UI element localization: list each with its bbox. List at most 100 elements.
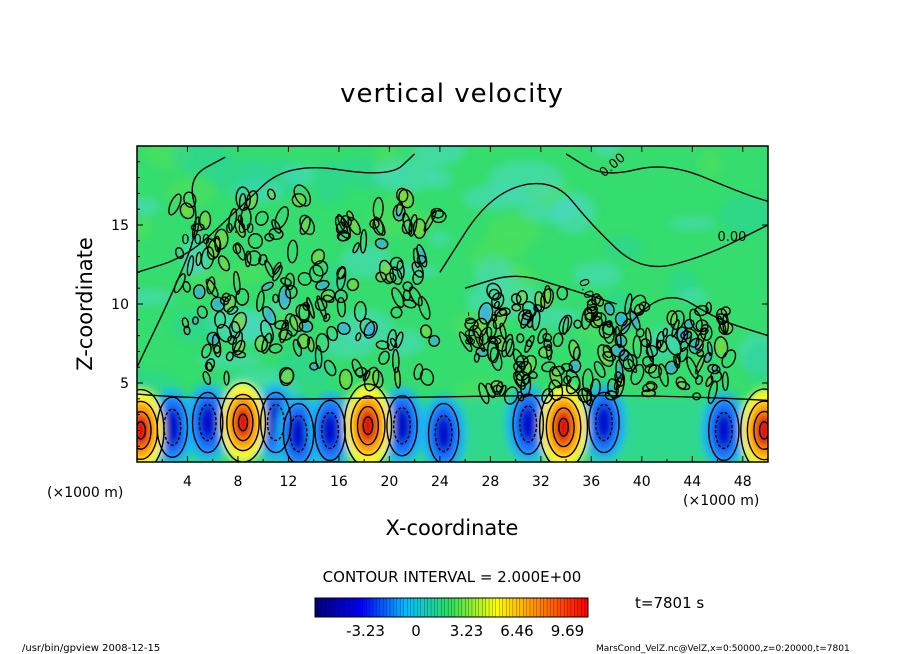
turbulence-contour [402,212,413,236]
turbulence-contour [512,348,526,370]
turbulence-cell [395,369,400,386]
turbulence-contour [423,209,437,232]
turbulence-contour [558,314,573,335]
turbulence-contour [486,319,497,340]
turbulence-contour [378,259,395,285]
turbulence-contour [200,246,215,270]
turbulence-contour [352,242,360,254]
turbulence-contour [584,306,599,321]
zero-contour [439,182,768,273]
colorbar-cell [342,597,347,618]
downdraft-contour [259,391,292,454]
turbulence-contour [271,219,282,234]
turbulence-contour [458,331,473,353]
turbulence-cell [712,365,717,371]
turbulence-cell [616,313,627,325]
turbulence-contour [206,331,220,346]
turbulence-contour [268,343,283,354]
turbulence-contour [297,272,312,286]
colorbar-cell [509,597,514,618]
turbulence-contour [246,250,262,266]
background-patch [485,213,542,249]
downdraft-contour-inner [392,406,412,445]
colorbar-cell [461,597,466,618]
colorbar-cell [345,597,350,618]
colorbar-cell [441,597,446,618]
turbulence-contour [278,285,292,310]
colorbar-cell [465,597,469,618]
colorbar-cell [352,597,357,618]
turbulence-contour [721,349,737,369]
updraft-contour [740,388,768,462]
colorbar-cell [454,597,459,618]
turbulence-contour [520,309,532,329]
turbulence-contour [416,244,428,268]
turbulence-contour [665,334,682,356]
turbulence-contour [713,336,729,359]
turbulence-contour [675,353,681,366]
turbulence-contour [528,370,538,380]
turbulence-contour [228,320,241,340]
colorbar-cell [437,597,442,618]
turbulence-contour [689,308,703,332]
colorbar-cell [495,597,500,618]
colorbar-frame [314,597,589,618]
turbulence-contour [488,288,500,300]
turbulence-contour [232,270,241,295]
x-tick-label: 44 [683,474,701,490]
x-axis-label: X-coordinate [386,516,519,540]
turbulence-contour [394,366,401,389]
turbulence-contour [337,213,349,235]
turbulence-contour [247,233,264,249]
turbulence-contour [516,333,525,344]
turbulence-contour [705,375,714,387]
colorbar-cell [331,597,336,618]
turbulence-contour [492,308,508,330]
turbulence-contour [191,316,200,325]
colorbar-cell [553,597,558,618]
turbulence-contour [261,332,273,354]
turbulence-contour [486,337,499,363]
turbulence-cell [517,292,527,304]
turbulence-contour [395,187,409,203]
turbulence-contour [670,310,685,331]
turbulence-contour [510,293,522,305]
updraft-contour [137,388,165,462]
turbulence-contour [478,302,494,325]
colorbar-cell [533,597,538,618]
background-patch [678,288,709,304]
turbulence-contour [326,325,339,342]
turbulence-cell [265,307,274,324]
turbulence-contour [499,322,507,340]
turbulence-contour [543,285,552,304]
turbulence-contour [721,371,729,391]
turbulence-contour [291,193,307,208]
downdraft-core [435,415,452,452]
downdraft-core [393,407,411,444]
turbulence-contour [603,302,615,316]
turbulence-contour [260,319,274,344]
turbulence-cell [194,286,204,298]
downdraft-contour [386,394,418,457]
turbulence-contour [227,335,238,345]
colorbar-cell [338,597,343,618]
turbulence-contour [264,259,275,278]
turbulence-contour [245,190,259,211]
plot-area: 0.000.000.000.00-0.000.00 4 8 12 16 20 24 28 32… [111,145,769,490]
turbulence-contour [174,247,185,260]
downdraft-contour [191,391,224,454]
colorbar-cell [567,597,572,618]
turbulence-contour [565,375,581,395]
turbulence-cell [340,371,351,388]
turbulence-contour [314,345,323,369]
turbulence-contour [515,290,528,306]
y-tick-label: 5 [120,376,129,392]
turbulence-contour [620,318,632,335]
turbulence-contour [492,384,503,395]
turbulence-contour [183,325,191,336]
turbulence-contour [676,326,689,343]
turbulence-contour [206,361,213,372]
colorbar-cell [325,597,330,618]
turbulence-contour [284,313,299,337]
turbulence-contour [486,282,502,301]
